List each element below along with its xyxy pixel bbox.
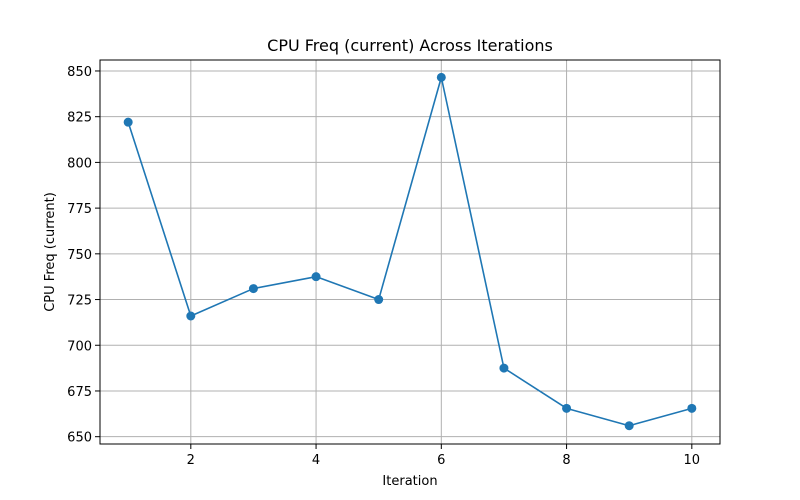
y-tick-label: 675: [67, 385, 92, 400]
data-point: [248, 284, 258, 294]
data-point: [123, 117, 133, 127]
y-tick-label: 750: [67, 248, 92, 263]
x-tick-label: 2: [187, 453, 195, 468]
data-point: [624, 421, 634, 431]
y-axis-label: CPU Freq (current): [43, 192, 58, 312]
data-point: [436, 72, 446, 82]
y-tick-label: 650: [67, 431, 92, 446]
grid: [100, 60, 720, 444]
y-tick-label: 800: [67, 156, 92, 171]
y-tick-label: 725: [67, 294, 92, 309]
x-axis: 2 4 6 8 10: [187, 444, 700, 468]
y-tick-label: 850: [67, 65, 92, 80]
data-point: [687, 403, 697, 413]
data-point: [186, 311, 196, 321]
series-line: [127, 76, 693, 427]
x-tick-label: 10: [684, 453, 701, 468]
x-axis-label: Iteration: [382, 474, 437, 489]
plot-frame: [99, 59, 721, 445]
series-layer: [123, 72, 697, 431]
y-tick-label: 775: [67, 202, 92, 217]
data-point: [499, 363, 509, 373]
y-axis: 650 675 700 725 750 775 800 825 850: [67, 65, 100, 446]
x-tick-label: 8: [562, 453, 570, 468]
data-point: [374, 295, 384, 305]
x-tick-label: 6: [437, 453, 445, 468]
y-tick-label: 700: [67, 339, 92, 354]
x-tick-label: 4: [312, 453, 320, 468]
chart-title: CPU Freq (current) Across Iterations: [267, 36, 553, 55]
y-tick-label: 825: [67, 111, 92, 126]
data-point: [562, 403, 572, 413]
plot-area: [100, 60, 720, 444]
data-point: [311, 272, 321, 282]
